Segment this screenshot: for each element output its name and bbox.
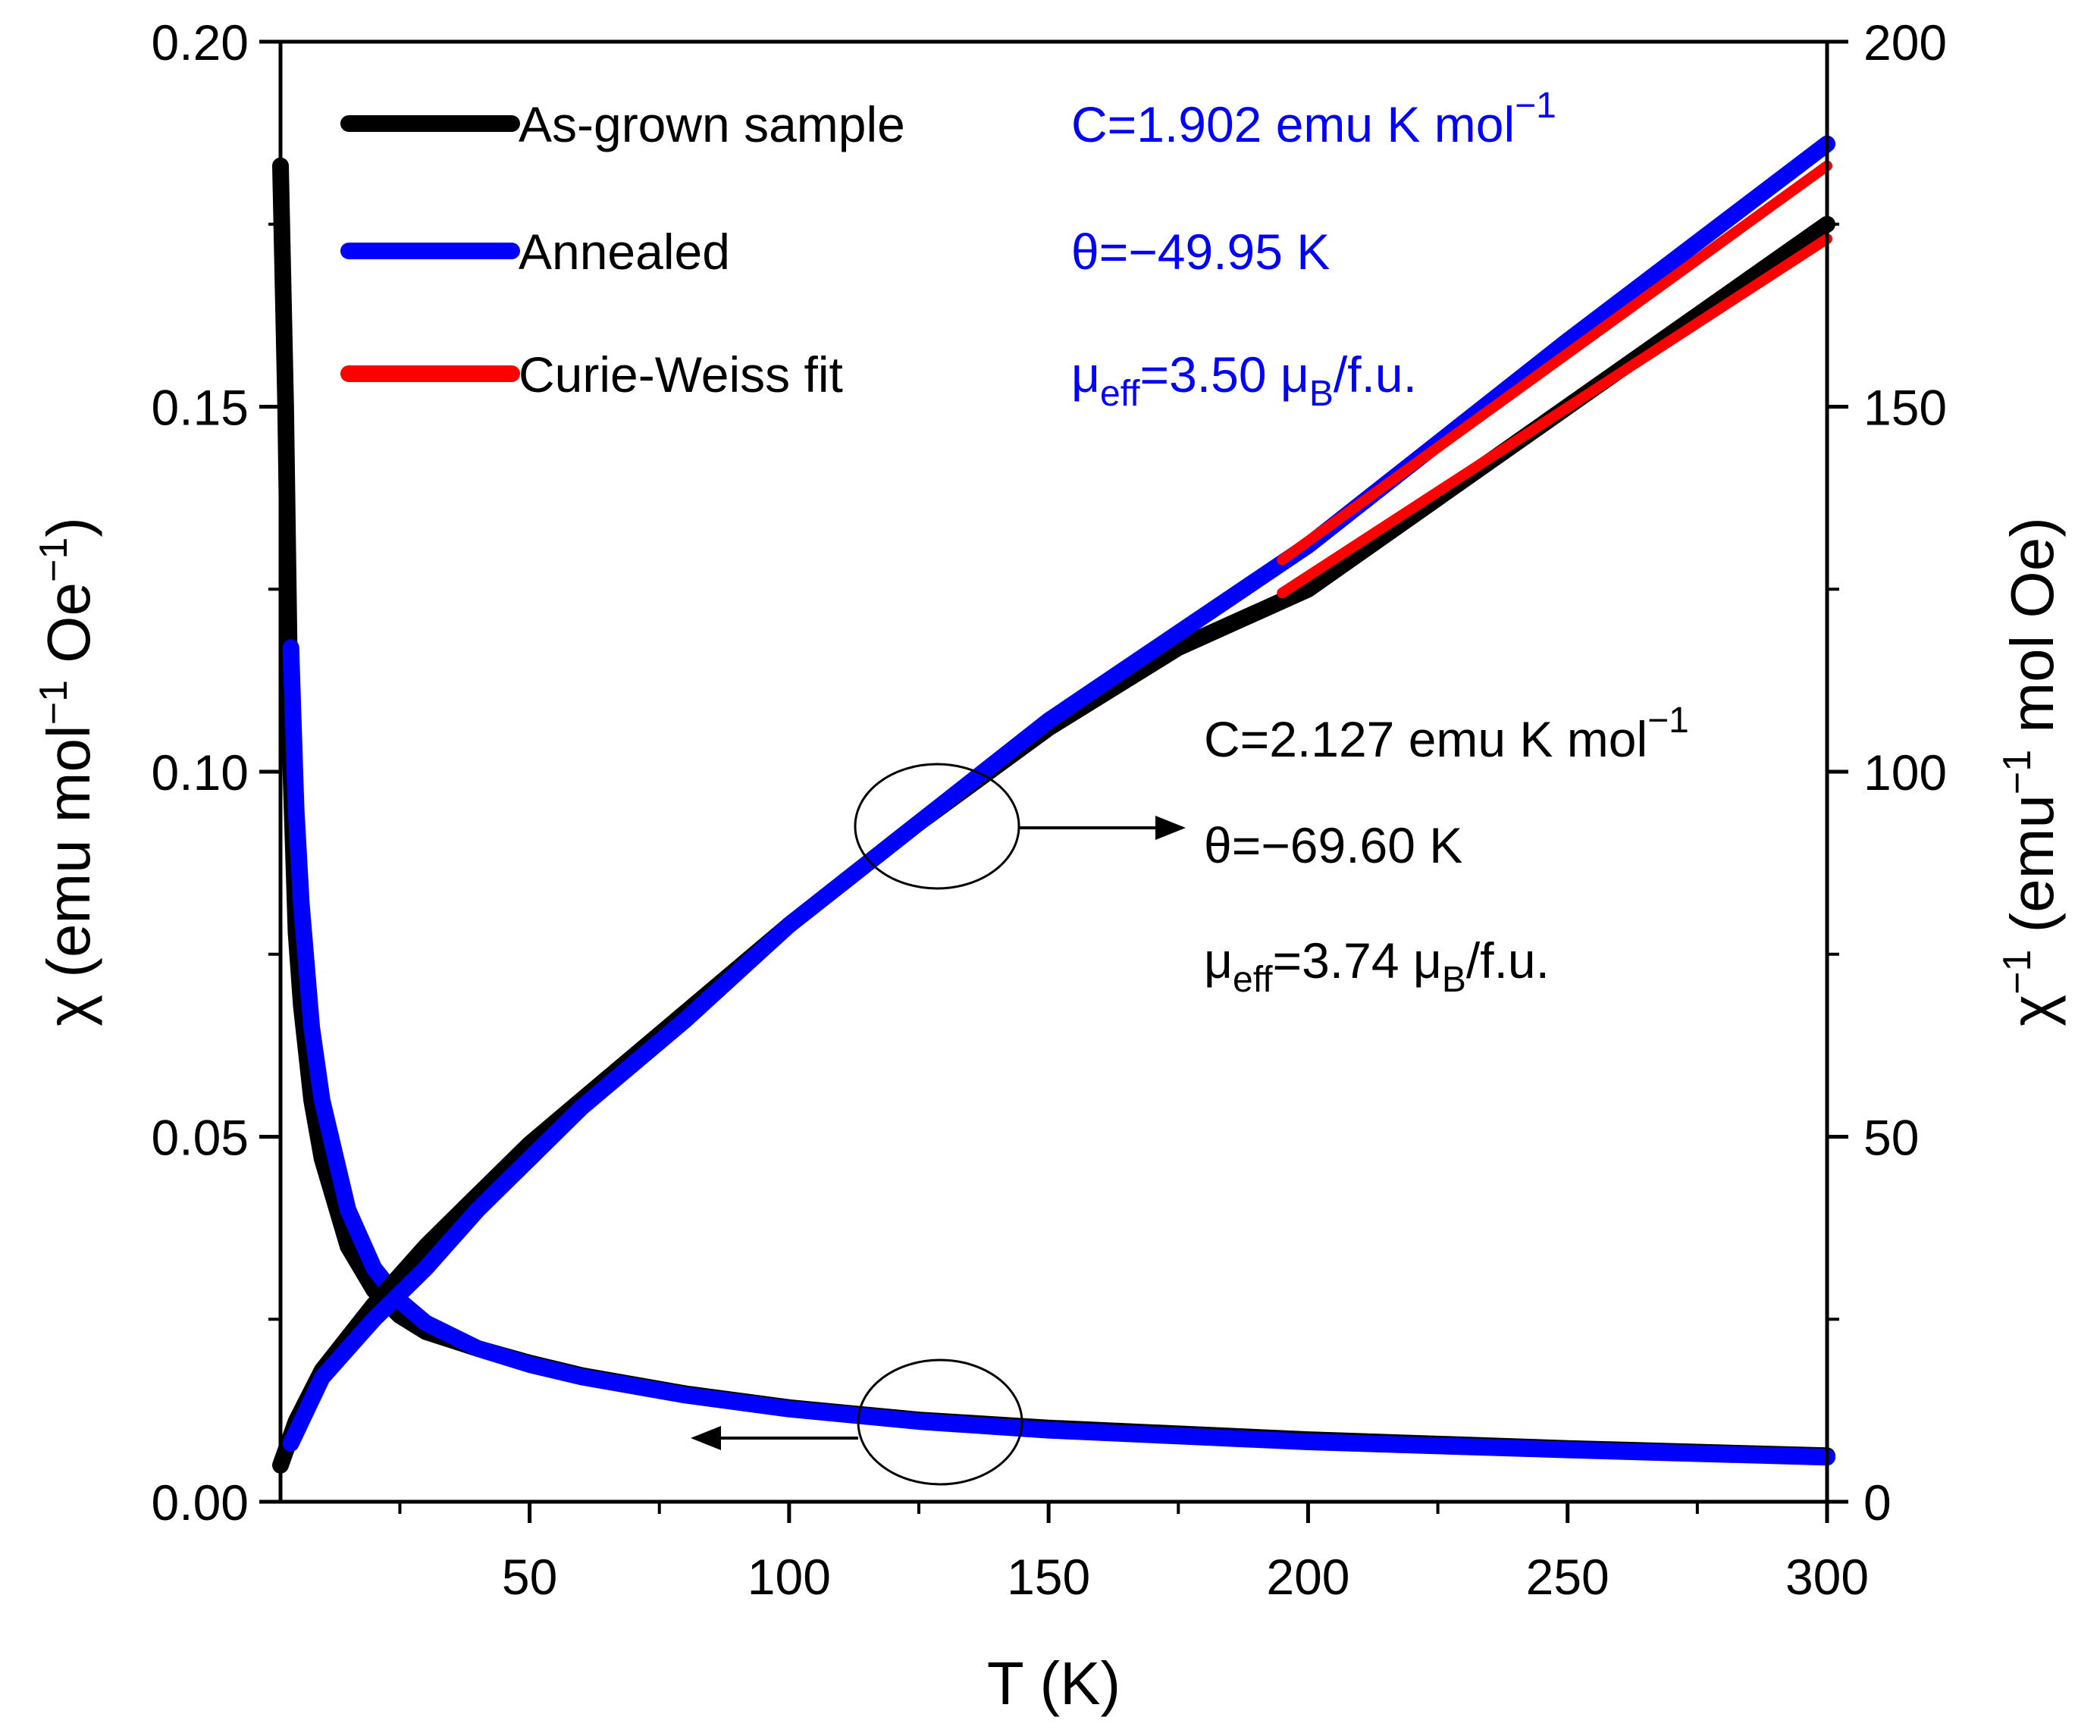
plot-frame: [278, 39, 1829, 1504]
series-line-4: [1277, 233, 1832, 599]
annealed-mu-eff: μeff=3.50 μB/f.u.: [1071, 346, 1417, 414]
annealed-curie-constant: C=1.902 emu K mol−1: [1071, 86, 1556, 152]
as-grown-theta: θ=−69.60 K: [1204, 817, 1462, 873]
as-grown-curie-constant: C=2.127 emu K mol−1: [1204, 700, 1689, 767]
y-right-tick-label: 0: [1863, 1474, 1892, 1531]
annotation-as-grown: C=2.127 emu K mol−1 θ=−69.60 K μeff=3.74…: [1204, 700, 1689, 1000]
series-line-3: [282, 135, 1835, 1452]
y-axis-left-title: χ (emu mol−1 Oe−1): [32, 517, 102, 1026]
series-line-5: [1277, 160, 1832, 566]
series-line-0: [272, 157, 1835, 1465]
right-axis-indicator-ellipse: [854, 763, 1020, 890]
x-tick-label: 100: [748, 1549, 831, 1605]
legend-label-annealed: Annealed: [519, 224, 730, 280]
ticks-layer: 50 100 150 200 250 300 0.00 0.05 0.10 0.15 0.20 0 50…: [152, 14, 1948, 1605]
x-tick-label: 200: [1266, 1549, 1349, 1605]
y-left-tick-label: 0.15: [152, 380, 249, 436]
y-right-tick-label: 50: [1863, 1110, 1919, 1166]
y-left-tick-label: 0.00: [152, 1474, 249, 1531]
legend: As-grown sample Annealed Curie-Weiss fit: [340, 96, 905, 403]
x-tick-label: 300: [1785, 1549, 1869, 1605]
x-tick-label: 250: [1526, 1549, 1609, 1605]
y-right-tick-label: 100: [1863, 744, 1947, 801]
as-grown-mu-eff: μeff=3.74 μB/f.u.: [1204, 932, 1550, 1000]
annotation-annealed: C=1.902 emu K mol−1 θ=−49.95 K μeff=3.50…: [1071, 86, 1556, 414]
x-tick-label: 50: [502, 1549, 557, 1605]
annealed-theta: θ=−49.95 K: [1071, 224, 1330, 280]
series-line-1: [282, 639, 1835, 1466]
series-layer: [272, 135, 1835, 1474]
y-left-tick-label: 0.10: [152, 744, 249, 801]
x-tick-label: 150: [1007, 1549, 1090, 1605]
series-line-2: [272, 215, 1835, 1474]
x-axis-title: T (K): [987, 1650, 1121, 1717]
y-right-tick-label: 200: [1863, 14, 1947, 71]
y-left-tick-label: 0.20: [152, 14, 249, 71]
legend-label-curie-weiss: Curie-Weiss fit: [519, 346, 843, 403]
y-axis-right-title: χ−1 (emu−1 mol Oe): [1995, 517, 2066, 1026]
left-axis-indicator-ellipse: [857, 1358, 1023, 1486]
y-left-tick-label: 0.05: [152, 1110, 249, 1166]
y-right-tick-label: 150: [1863, 380, 1947, 436]
legend-label-as-grown: As-grown sample: [519, 96, 905, 152]
